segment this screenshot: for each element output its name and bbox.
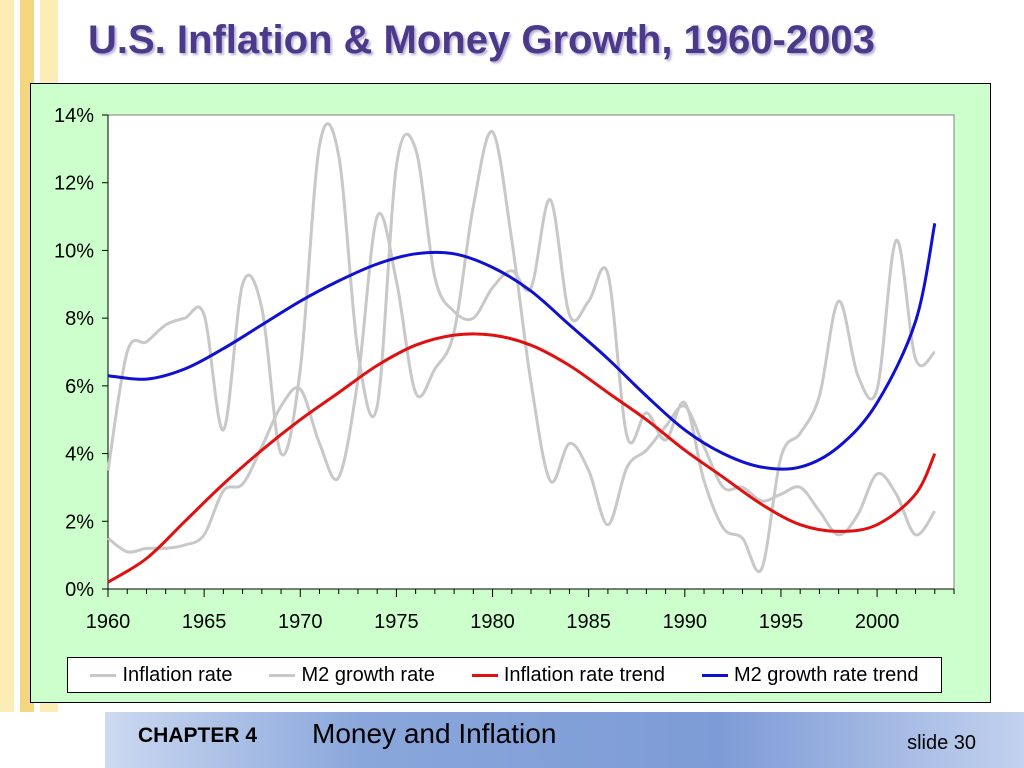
- legend-label: M2 growth rate trend: [733, 663, 919, 686]
- series-inflation-rate: [107, 130, 937, 554]
- legend-swatch: [90, 673, 117, 677]
- y-tick-label: 14%: [54, 105, 94, 127]
- legend-swatch: [269, 673, 296, 677]
- series-m2-growth-rate: [106, 122, 936, 574]
- chart-legend: Inflation rate M2 growth rate Inflation ra…: [67, 657, 942, 693]
- legend-label: M2 growth rate: [301, 663, 435, 686]
- x-tick-label: 1975: [374, 611, 419, 633]
- chart-svg: 0% 2% 4% 6% 8% 10% 12% 14% 1960 1965 1970 1975 1980 1…: [54, 105, 955, 633]
- series-m2-trend-line: [107, 223, 937, 471]
- x-tick-label: 2000: [855, 611, 900, 633]
- x-tick-label: 1985: [566, 611, 611, 633]
- legend-swatch: [471, 673, 498, 677]
- y-tick-label: 2%: [65, 511, 94, 533]
- legend-item: M2 growth rate: [269, 663, 435, 687]
- series-m2-trend: [107, 223, 937, 471]
- slide-number: slide 30: [907, 732, 976, 754]
- slide-title: U.S. Inflation & Money Growth, 1960-2003: [88, 18, 875, 62]
- chapter-title: Money and Inflation: [312, 718, 557, 749]
- x-tick-label: 1970: [278, 611, 323, 633]
- plot-area: [107, 114, 955, 590]
- y-tick-label: 0%: [65, 579, 94, 601]
- series-inflation-trend: [107, 332, 937, 584]
- x-tick-label: 1965: [182, 611, 227, 633]
- series-inflation-trend-line: [107, 332, 937, 584]
- y-tick-label: 4%: [65, 444, 94, 466]
- y-tick-label: 6%: [65, 376, 94, 398]
- footer-left-panel: [0, 712, 105, 768]
- x-tick-label: 1980: [470, 611, 514, 633]
- legend-item: Inflation rate: [90, 663, 233, 687]
- series-inflation-rate-line: [107, 130, 937, 554]
- chart-area: 0% 2% 4% 6% 8% 10% 12% 14% 1960 1965 1970 1975 1980 1…: [30, 83, 991, 703]
- legend-item: M2 growth rate trend: [701, 663, 919, 687]
- y-tick-label: 8%: [65, 308, 94, 330]
- x-tick-label: 1990: [663, 611, 708, 633]
- legend-label: Inflation rate trend: [503, 663, 666, 686]
- legend-swatch: [701, 673, 728, 677]
- legend-item: Inflation rate trend: [471, 663, 666, 687]
- y-tick-label: 12%: [54, 173, 94, 195]
- x-tick-label: 1995: [759, 611, 804, 633]
- chapter-label: CHAPTER 4: [138, 724, 258, 747]
- footer-bar: CHAPTER 4 Money and Inflation slide 30: [0, 712, 1024, 768]
- series-m2-growth-rate-line: [106, 122, 936, 574]
- y-tick-label: 10%: [54, 240, 94, 262]
- legend-label: Inflation rate: [122, 663, 233, 686]
- x-tick-label: 1960: [86, 611, 131, 633]
